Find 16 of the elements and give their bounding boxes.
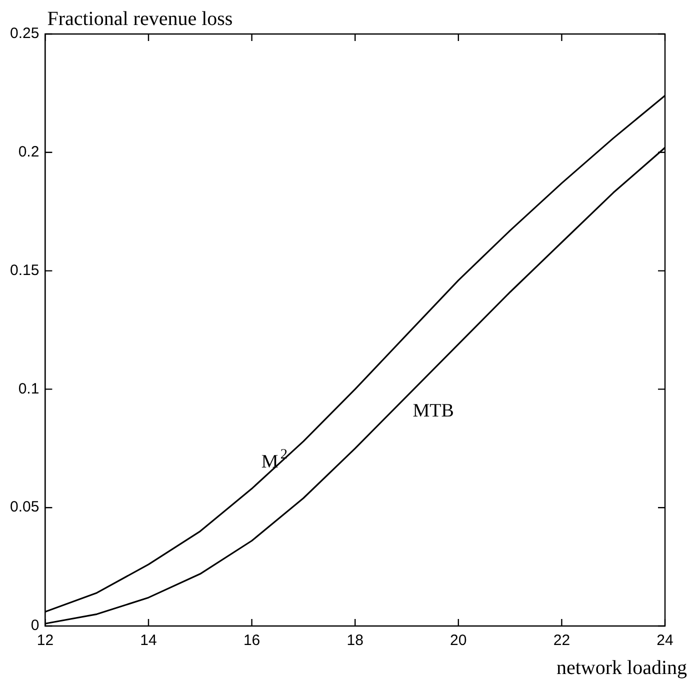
x-tick-label: 12 [36,632,54,650]
y-tick-label: 0.25 [10,25,40,42]
y-tick-label: 0.15 [10,262,40,279]
x-tick-label: 22 [553,632,570,650]
y-tick-label: 0 [30,617,40,634]
y-tick-label: 0.05 [10,498,40,516]
series-label: MTB [412,400,454,422]
y-tick-label: 0.1 [18,380,40,398]
x-tick-label: 18 [346,632,364,650]
x-tick-label: 14 [140,632,157,650]
y-axis-title: Fractional revenue loss [47,8,233,30]
x-tick-label: 24 [656,632,674,650]
y-tick-label: 0.2 [18,144,40,161]
x-tick-label: 20 [450,632,467,650]
x-tick-label: 16 [243,632,260,650]
x-axis-title: network loading [556,657,687,679]
